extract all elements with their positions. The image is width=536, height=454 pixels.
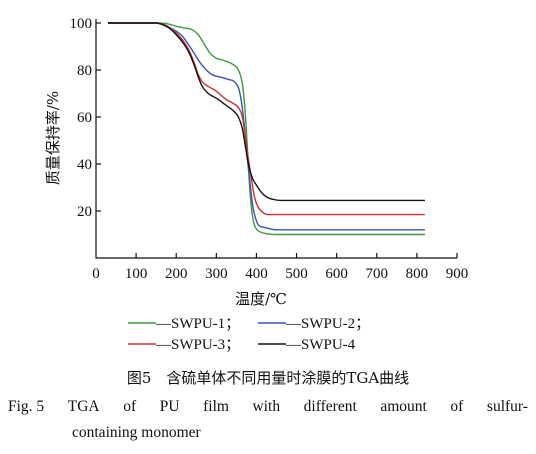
x-tick-label: 400: [245, 266, 268, 282]
caption-english-word: different: [303, 398, 357, 415]
figure-caption-english: Fig. 5 TGA of PU film with different amount of s…: [8, 394, 528, 446]
tga-chart: 0 100 200 300 400 500 600 700 800 900 20 40 60 80 100…: [44, 16, 468, 353]
caption-english-word: of: [123, 398, 137, 415]
caption-english-word: PU: [159, 398, 180, 415]
x-tick-label: 500: [285, 266, 308, 282]
figure-caption-chinese: 图5 含硫单体不同用量时涂膜的TGA曲线: [126, 369, 410, 387]
y-tick-label: 100: [70, 16, 93, 32]
x-tick-label: 900: [446, 266, 469, 282]
caption-english-word: amount: [380, 398, 427, 415]
x-tick-label: 200: [165, 266, 188, 282]
caption-english-word: film: [203, 398, 229, 415]
x-tick-label: 800: [406, 266, 429, 282]
y-tick-label: 80: [77, 63, 92, 79]
x-tick-label: 0: [92, 266, 100, 282]
y-axis-label: 质量保持率/%: [44, 91, 62, 185]
x-tick-label: 700: [366, 266, 389, 282]
series-line-4: [108, 22, 425, 202]
axes: [95, 19, 457, 259]
legend-entry-label: —SWPU-4: [285, 337, 356, 353]
y-axis-ticks: 20 40 60 80 100: [70, 16, 101, 220]
x-axis-ticks: 0 100 200 300 400 500 600 700 800 900: [92, 253, 468, 282]
x-tick-label: 600: [325, 266, 348, 282]
legend: —SWPU-1； —SWPU-2； —SWPU-3； —SWPU-4: [128, 316, 370, 353]
legend-entry-label: —SWPU-1；: [155, 316, 240, 332]
axis-frame: [95, 19, 457, 259]
caption-english-word: TGA: [67, 398, 100, 415]
caption-english-word: with: [252, 398, 281, 415]
caption-english-prefix: Fig. 5: [8, 398, 45, 415]
caption-english-word: of: [450, 398, 464, 415]
caption-english-line-2: containing monomer: [72, 424, 201, 441]
series-line-3: [108, 22, 425, 216]
x-tick-label: 300: [205, 266, 228, 282]
series-line-1: [108, 22, 425, 236]
y-tick-label: 20: [77, 204, 92, 220]
series-lines: [108, 22, 425, 236]
y-tick-label: 60: [77, 110, 92, 126]
x-tick-label: 100: [125, 266, 148, 282]
legend-entry-label: —SWPU-2；: [285, 316, 370, 332]
legend-entry-label: —SWPU-3；: [155, 337, 240, 353]
y-tick-label: 40: [77, 157, 92, 173]
caption-english-line-1: Fig. 5 TGA of PU film with different amount of s…: [8, 394, 528, 420]
x-axis-label: 温度/℃: [235, 290, 287, 308]
caption-english-word: sulfur-: [486, 398, 528, 415]
series-line-2: [108, 22, 425, 231]
